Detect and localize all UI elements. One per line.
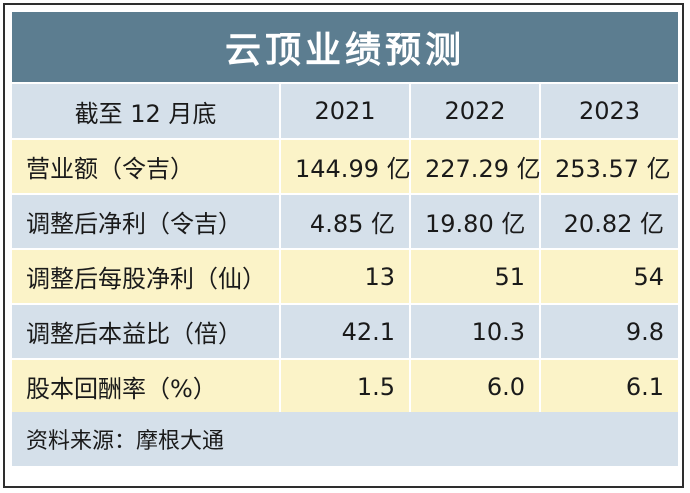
cell-value: 6.1 [540,359,678,415]
cell-value: 19.80 亿 [410,194,541,250]
table-row-adjusted-pe: 调整后本益比（倍） 42.1 10.3 9.8 [12,304,678,360]
row-label: 调整后每股净利（仙） [12,249,281,305]
forecast-table: 截至 12 月底 2021 2022 2023 营业额（令吉） 144.99 亿… [12,84,678,415]
cell-value: 51 [410,249,541,305]
row-label: 调整后净利（令吉） [12,194,281,250]
cell-value: 253.57 亿 [540,139,678,195]
cell-value: 20.82 亿 [540,194,678,250]
table-row-roe: 股本回酬率（%） 1.5 6.0 6.1 [12,359,678,415]
header-row: 截至 12 月底 2021 2022 2023 [12,84,678,140]
table-row-revenue: 营业额（令吉） 144.99 亿 227.29 亿 253.57 亿 [12,139,678,195]
header-period: 截至 12 月底 [12,84,281,140]
cell-value: 1.5 [280,359,411,415]
cell-value: 42.1 [280,304,411,360]
cell-value: 10.3 [410,304,541,360]
table-row-adjusted-eps: 调整后每股净利（仙） 13 51 54 [12,249,678,305]
cell-value: 227.29 亿 [410,139,541,195]
cell-value: 6.0 [410,359,541,415]
cell-value: 54 [540,249,678,305]
header-year-2021: 2021 [280,84,411,140]
cell-value: 144.99 亿 [280,139,411,195]
header-year-2022: 2022 [410,84,541,140]
cell-value: 9.8 [540,304,678,360]
table-row-adjusted-net-profit: 调整后净利（令吉） 4.85 亿 19.80 亿 20.82 亿 [12,194,678,250]
header-year-2023: 2023 [540,84,678,140]
cell-value: 4.85 亿 [280,194,411,250]
cell-value: 13 [280,249,411,305]
row-label: 调整后本益比（倍） [12,304,281,360]
row-label: 营业额（令吉） [12,139,281,195]
source-note: 资料来源：摩根大通 [12,412,678,466]
table-title: 云顶业绩预测 [12,12,678,82]
row-label: 股本回酬率（%） [12,359,281,415]
